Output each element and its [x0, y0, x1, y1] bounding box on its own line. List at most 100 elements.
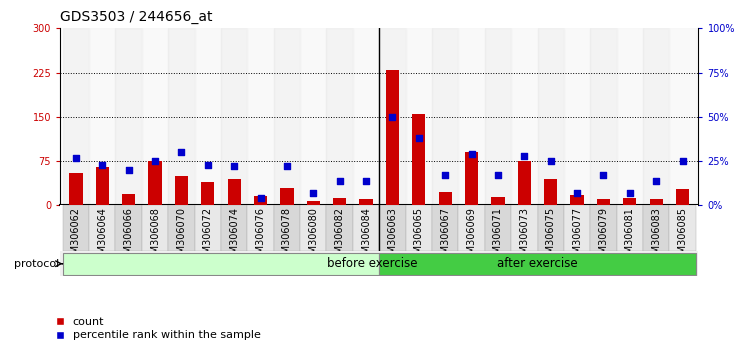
Bar	[353, 205, 379, 251]
Text: GSM306080: GSM306080	[309, 207, 318, 266]
Bar	[669, 28, 695, 205]
Bar	[590, 28, 617, 205]
Legend: count, percentile rank within the sample: count, percentile rank within the sample	[50, 313, 265, 345]
Bar	[95, 167, 109, 205]
Point	[466, 151, 478, 157]
Text: GSM306078: GSM306078	[282, 207, 292, 266]
Bar	[511, 28, 538, 205]
Point	[571, 190, 583, 196]
Bar	[228, 179, 241, 205]
Bar	[116, 28, 142, 205]
Bar	[617, 28, 643, 205]
Bar	[571, 195, 584, 205]
Bar	[650, 199, 663, 205]
Text: before exercise: before exercise	[327, 257, 418, 270]
Bar	[511, 205, 538, 251]
Bar	[175, 176, 188, 205]
Bar	[360, 199, 372, 205]
Bar	[274, 28, 300, 205]
Point	[518, 153, 530, 159]
Bar	[280, 188, 294, 205]
Text: GSM306063: GSM306063	[388, 207, 397, 266]
Point	[439, 172, 451, 178]
Text: GSM306084: GSM306084	[361, 207, 371, 266]
Bar	[327, 205, 353, 251]
Bar	[406, 205, 432, 251]
Text: protocol: protocol	[14, 259, 59, 269]
Bar	[432, 28, 458, 205]
Text: GSM306083: GSM306083	[651, 207, 661, 266]
Bar	[439, 192, 452, 205]
Bar	[564, 205, 590, 251]
Bar	[63, 253, 379, 275]
Bar	[676, 189, 689, 205]
Bar	[89, 205, 116, 251]
Bar	[484, 205, 511, 251]
Text: after exercise: after exercise	[497, 257, 578, 270]
Bar	[544, 179, 557, 205]
Text: GSM306072: GSM306072	[203, 207, 213, 266]
Text: GSM306075: GSM306075	[546, 207, 556, 266]
Text: GSM306082: GSM306082	[335, 207, 345, 266]
Text: GSM306074: GSM306074	[229, 207, 239, 266]
Point	[255, 195, 267, 201]
Bar	[300, 28, 327, 205]
Text: GDS3503 / 244656_at: GDS3503 / 244656_at	[60, 10, 213, 24]
Bar	[597, 199, 610, 205]
Bar	[590, 205, 617, 251]
Point	[149, 158, 161, 164]
Bar	[168, 205, 195, 251]
Bar	[564, 28, 590, 205]
Bar	[327, 28, 353, 205]
Bar	[379, 28, 406, 205]
Point	[598, 172, 610, 178]
Bar	[412, 114, 425, 205]
Point	[387, 114, 399, 120]
Bar	[122, 194, 135, 205]
Bar	[149, 161, 161, 205]
Bar	[643, 205, 669, 251]
Text: GSM306081: GSM306081	[625, 207, 635, 266]
Point	[624, 190, 636, 196]
Bar	[643, 28, 669, 205]
Bar	[142, 28, 168, 205]
Point	[333, 178, 345, 183]
Point	[307, 190, 319, 196]
Bar	[63, 205, 89, 251]
Bar	[432, 205, 458, 251]
Bar	[247, 205, 274, 251]
Bar	[458, 205, 484, 251]
Text: GSM306062: GSM306062	[71, 207, 81, 266]
Bar	[221, 205, 247, 251]
Bar	[617, 205, 643, 251]
Text: GSM306064: GSM306064	[98, 207, 107, 266]
Bar	[353, 28, 379, 205]
Bar	[168, 28, 195, 205]
Point	[492, 172, 504, 178]
Bar	[623, 198, 636, 205]
Bar	[274, 205, 300, 251]
Bar	[379, 253, 695, 275]
Point	[228, 164, 240, 169]
Bar	[538, 205, 564, 251]
Bar	[89, 28, 116, 205]
Text: GSM306069: GSM306069	[466, 207, 477, 266]
Point	[202, 162, 214, 167]
Point	[360, 178, 372, 183]
Bar	[69, 173, 83, 205]
Bar	[465, 152, 478, 205]
Text: GSM306070: GSM306070	[176, 207, 186, 266]
Text: GSM306067: GSM306067	[440, 207, 450, 266]
Text: GSM306065: GSM306065	[414, 207, 424, 266]
Bar	[300, 205, 327, 251]
Bar	[406, 28, 432, 205]
Bar	[379, 205, 406, 251]
Bar	[458, 28, 484, 205]
Bar	[247, 28, 274, 205]
Point	[176, 149, 188, 155]
Point	[650, 178, 662, 183]
Text: GSM306066: GSM306066	[124, 207, 134, 266]
Bar	[142, 205, 168, 251]
Bar	[333, 198, 346, 205]
Text: GSM306085: GSM306085	[677, 207, 688, 266]
